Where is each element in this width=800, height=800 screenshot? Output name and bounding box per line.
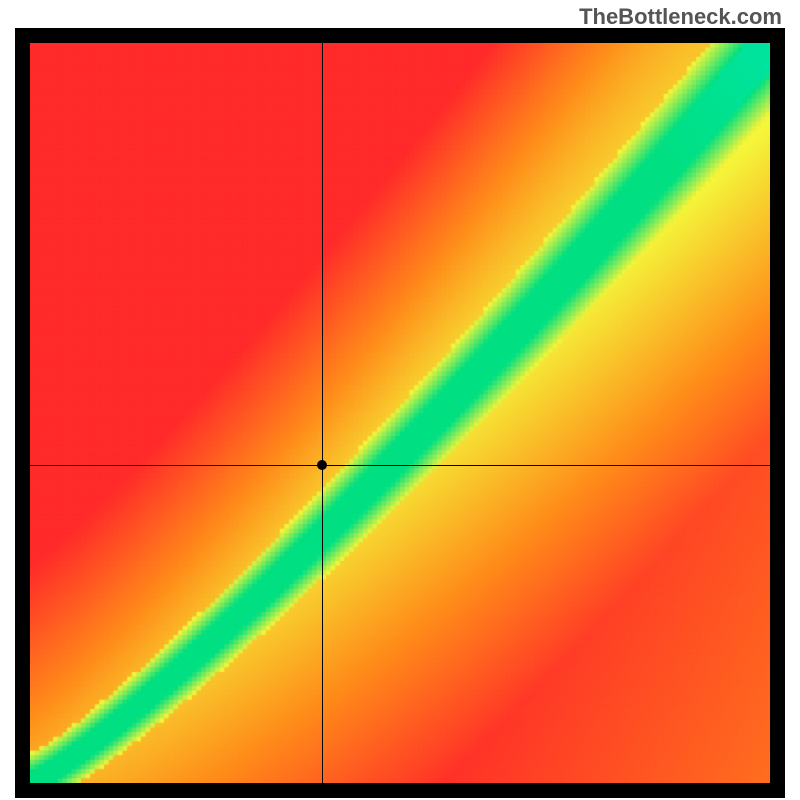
crosshair-marker: [317, 460, 327, 470]
chart-frame: [15, 28, 785, 798]
chart-container: TheBottleneck.com: [0, 0, 800, 800]
watermark-text: TheBottleneck.com: [579, 4, 782, 30]
crosshair-vertical: [322, 43, 323, 783]
heatmap-canvas: [30, 43, 770, 783]
plot-area: [30, 43, 770, 783]
crosshair-horizontal: [30, 465, 770, 466]
